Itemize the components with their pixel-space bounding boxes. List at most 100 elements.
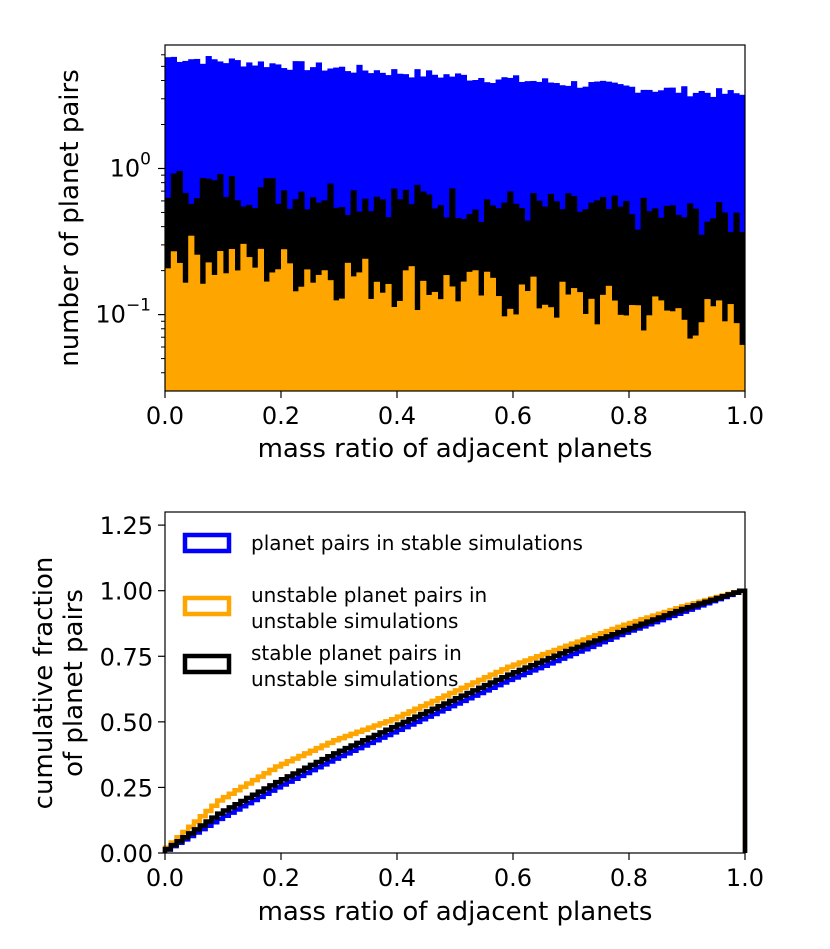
histogram-bar [385,283,392,391]
histogram-bar [524,291,531,391]
histogram-bar [373,281,380,391]
histogram-bar [449,286,456,391]
x-tick-label: 0.8 [610,402,648,430]
histogram-bar [223,273,230,391]
histogram-bar [182,282,189,391]
histogram-bar [397,300,404,391]
histogram-bar [281,249,288,391]
y-tick-label: 100 [110,149,151,182]
histogram-bar [437,205,444,391]
histogram-bar [739,344,746,391]
histogram-bar [698,322,705,391]
histogram-bar [443,275,450,391]
histogram-bar [298,286,305,391]
histogram-bar [286,263,293,391]
x-tick-label: 0.4 [378,402,416,430]
cumulative-y-axis-label-line-1: cumulative fraction [29,557,59,810]
cumulative-y-ticks: 0.00 0.25 0.50 0.75 1.00 1.25 [100,512,165,868]
histogram-bar [478,295,485,391]
histogram-bar [634,305,641,391]
histogram-bar [721,212,728,391]
histogram-bar [553,201,560,391]
histogram-panel: 0.0 0.2 0.4 0.6 0.8 1.0 100 10−1 mass ratio of… [55,44,764,464]
histogram-y-ticks: 100 10−1 [95,54,165,374]
histogram-bar [681,217,688,391]
histogram-bar [252,267,259,391]
x-tick-label: 0.2 [262,402,300,430]
histogram-bar [588,202,595,391]
histogram-bar [165,268,172,391]
histogram-bar [501,202,508,391]
histogram-bar [368,298,375,391]
histogram-bar [617,206,624,391]
x-tick-label: 0.2 [262,864,300,892]
histogram-bar [692,208,699,391]
histogram-bar [495,296,502,391]
histogram-bar [240,243,247,391]
histogram-bar [426,294,433,391]
y-tick-label: 0.25 [100,774,153,802]
histogram-bar [669,311,676,391]
cumulative-x-axis-label: mass ratio of adjacent planets [258,897,653,927]
histogram-bar [576,292,583,391]
legend-label: stable planet pairs in [251,641,462,665]
histogram-bar [362,258,369,391]
cumulative-lines [162,588,748,853]
histogram-bar [397,199,404,391]
cumulative-panel: 0.0 0.2 0.4 0.6 0.8 1.0 0.00 0.25 0.50 0.75 1.00 1… [29,511,764,927]
histogram-bar [733,212,740,391]
histogram-bar [513,203,520,391]
histogram-bar [315,274,322,391]
legend-label: unstable simulations [251,667,458,691]
histogram-bar [710,306,717,391]
histogram-bar [431,291,438,391]
histogram-bar [408,266,415,391]
histogram-bar [536,200,543,391]
histogram-bar [246,257,253,391]
histogram-bar [536,308,543,391]
histogram-bar [692,335,699,391]
histogram-bar [588,298,595,391]
histogram-bar [501,316,508,391]
histogram-bar [565,193,572,391]
legend-swatch [182,532,232,554]
y-tick-label: 10−1 [95,296,151,329]
histogram-bar [530,276,537,391]
histogram-bar [211,274,218,391]
cumulative-line [162,588,748,853]
histogram-bar [652,296,659,391]
histogram-bar [333,207,340,391]
histogram-bar [629,214,636,391]
legend-label: planet pairs in stable simulations [251,531,583,555]
histogram-y-axis-label: number of planet pairs [55,69,85,367]
histogram-bar [437,299,444,391]
histogram-bar [617,314,624,391]
histogram-bar [542,304,549,391]
histogram-bar [217,251,224,391]
histogram-bar [733,323,740,391]
histogram-bar [414,184,421,391]
histogram-bar [681,319,688,391]
histogram-bar [379,292,386,391]
legend-swatch [182,595,232,617]
histogram-bar [565,294,572,391]
x-tick-label: 0.6 [494,864,532,892]
histogram-bar [426,194,433,391]
histogram-bar [704,299,711,391]
histogram-bar [344,262,351,391]
histogram-x-ticks: 0.0 0.2 0.4 0.6 0.8 1.0 [146,391,764,430]
histogram-bar [275,269,282,391]
histogram-bar [199,283,206,391]
histogram-bar [472,270,479,391]
histogram-bar [455,301,462,391]
histogram-bar [188,235,195,391]
histogram-bar [263,281,270,391]
histogram-bar [547,193,554,391]
histogram-bar [669,205,676,391]
legend-label: unstable simulations [251,609,458,633]
histogram-bar [507,191,514,391]
histogram-bar [333,300,340,391]
histogram-bar [658,300,665,391]
